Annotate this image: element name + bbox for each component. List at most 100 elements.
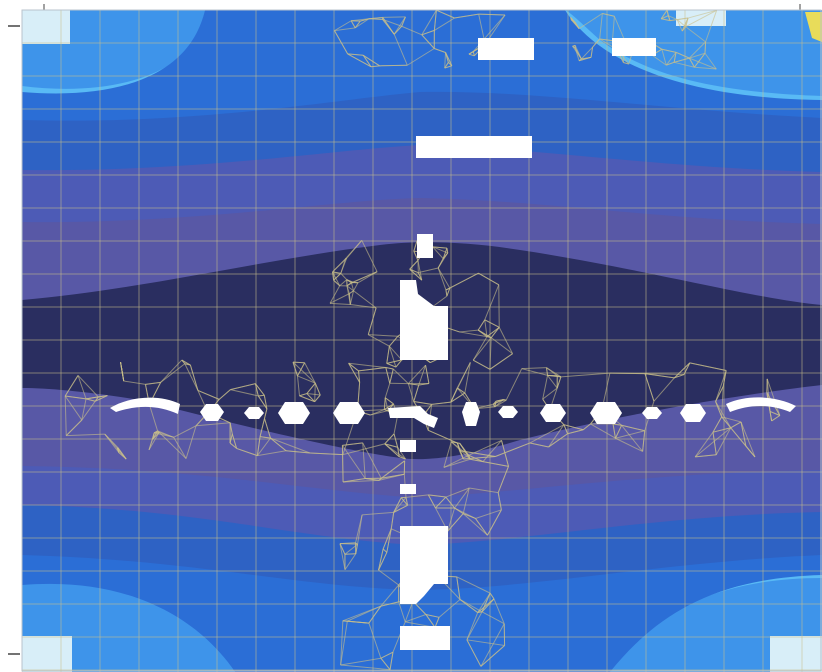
mesh-triangle-edge <box>256 436 261 456</box>
mesh-triangle-edge <box>367 307 377 335</box>
mesh-triangle-edge <box>563 424 569 434</box>
mesh-triangle-edge <box>397 446 406 460</box>
mesh-triangle-edge <box>405 497 409 506</box>
mesh-triangle-edge <box>81 400 96 421</box>
mesh-triangle-edge <box>715 401 723 418</box>
mesh-triangle-edge <box>673 57 690 63</box>
mesh-triangle-edge <box>434 617 440 628</box>
mesh-triangle-edge <box>661 48 677 53</box>
mesh-triangle-edge <box>445 52 453 66</box>
mesh-triangle-edge <box>661 49 667 66</box>
mesh-triangle-edge <box>389 368 394 384</box>
mesh-triangle-edge <box>621 424 643 452</box>
opening-slot-bottom <box>400 626 450 650</box>
mesh-triangle-edge <box>466 639 505 646</box>
mesh-triangle-edge <box>173 425 197 438</box>
mesh-triangle-edge <box>358 367 386 372</box>
mesh-triangle-edge <box>65 419 83 436</box>
mesh-triangulation <box>64 10 781 671</box>
mesh-triangle-edge <box>574 47 582 60</box>
mesh-triangle-edge <box>490 337 513 355</box>
mesh-triangle-edge <box>329 285 341 304</box>
mesh-triangle-edge <box>340 664 391 671</box>
opening-hole-4 <box>333 402 365 424</box>
mesh-triangle-edge <box>444 65 452 69</box>
mesh-triangle-edge <box>231 433 238 449</box>
openings <box>110 38 796 650</box>
mesh-triangle-edge <box>299 393 308 397</box>
mesh-triangle-edge <box>257 395 268 410</box>
mesh-triangle-edge <box>382 16 406 18</box>
mesh-triangle-edge <box>218 389 231 400</box>
mesh-triangle-edge <box>489 592 495 600</box>
mesh-triangle-edge <box>418 365 427 386</box>
mesh-triangle-edge <box>230 383 256 391</box>
mesh-triangle-edge <box>651 54 667 66</box>
mesh-triangle-edge <box>116 447 127 460</box>
mesh-triangle-edge <box>644 373 655 402</box>
mesh-triangle-edge <box>421 29 435 36</box>
mesh-triangle-edge <box>382 18 402 27</box>
mesh-triangle-edge <box>158 432 187 459</box>
mesh-triangle-edge <box>361 240 378 272</box>
mesh-triangle-edge <box>413 400 432 405</box>
mesh-triangle-edge <box>766 378 781 416</box>
mesh-triangle-edge <box>392 368 409 384</box>
mesh-triangle-edge <box>472 359 491 370</box>
mesh-triangle-edge <box>436 10 455 19</box>
mesh-triangle-edge <box>181 359 191 366</box>
mesh-triangle-edge <box>582 423 591 431</box>
mesh-triangle-edge <box>380 657 391 670</box>
mesh-triangle-edge <box>393 34 408 66</box>
mesh-triangle-edge <box>270 437 311 454</box>
mesh-triangle-edge <box>590 423 616 439</box>
mesh-triangle-edge <box>148 432 160 451</box>
mesh-triangle-edge <box>196 422 231 427</box>
mesh-triangle-edge <box>498 327 514 354</box>
mesh-triangle-edge <box>675 51 690 59</box>
mesh-triangle-edge <box>464 362 471 394</box>
mesh-triangle-edge <box>393 497 402 513</box>
mesh-triangle-edge <box>346 285 354 292</box>
mesh-triangle-edge <box>421 34 435 49</box>
mesh-triangle-edge <box>484 319 488 337</box>
mesh-triangle-edge <box>463 455 496 460</box>
mesh-triangle-edge <box>95 395 108 402</box>
mesh-triangle-edge <box>445 487 470 498</box>
mesh-triangle-edge <box>459 329 479 333</box>
mesh-triangle-edge <box>351 271 378 284</box>
mesh-triangle-edge <box>345 240 363 260</box>
mesh-triangle-edge <box>263 395 268 409</box>
mesh-triangle-edge <box>343 479 379 483</box>
mesh-triangle-edge <box>451 441 460 444</box>
mesh-triangle-edge <box>497 466 509 493</box>
mesh-triangle-edge <box>704 52 717 70</box>
mesh-triangle-edge <box>542 387 558 400</box>
mesh-triangle-edge <box>409 268 423 281</box>
mesh-triangle-edge <box>362 442 366 479</box>
opening-arc-right <box>726 397 796 412</box>
mesh-triangle-edge <box>229 442 237 449</box>
mesh-triangle-edge <box>673 52 677 63</box>
mesh-triangle-edge <box>362 54 380 67</box>
mesh-triangle-edge <box>398 601 406 623</box>
mesh-triangle-edge <box>342 443 385 456</box>
mesh-triangle-edge <box>493 598 505 624</box>
mesh-triangle-edge <box>472 337 492 361</box>
mesh-triangle-edge <box>615 425 623 439</box>
mesh-triangle-edge <box>548 433 568 448</box>
mesh-triangle-edge <box>666 10 671 21</box>
mesh-triangle-edge <box>329 293 350 304</box>
mesh-triangle-edge <box>350 20 356 29</box>
opening-hole-3 <box>278 402 310 424</box>
mesh-triangle-edge <box>642 430 646 452</box>
mesh-triangle-edge <box>477 329 492 339</box>
mesh-triangle-edge <box>255 383 265 396</box>
mesh-triangle-edge <box>388 335 399 347</box>
mesh-triangle-edge <box>185 425 197 459</box>
mesh-triangle-edge <box>469 487 499 494</box>
mesh-triangle-edge <box>442 248 448 259</box>
mesh-triangle-edge <box>497 492 502 510</box>
mesh-triangle-edge <box>661 18 671 22</box>
mesh-triangle-edge <box>299 395 315 403</box>
